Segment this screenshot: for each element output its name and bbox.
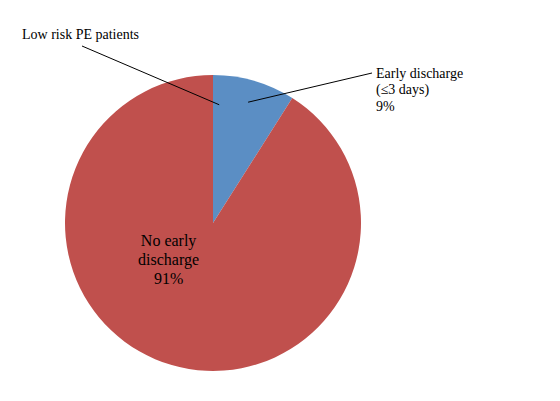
svg-text:Early discharge(≤3 days)9%: Early discharge(≤3 days)9% — [376, 66, 463, 115]
svg-text:Low risk PE patients: Low risk PE patients — [22, 27, 139, 42]
svg-text:No earlydischarge91%: No earlydischarge91% — [138, 232, 199, 287]
